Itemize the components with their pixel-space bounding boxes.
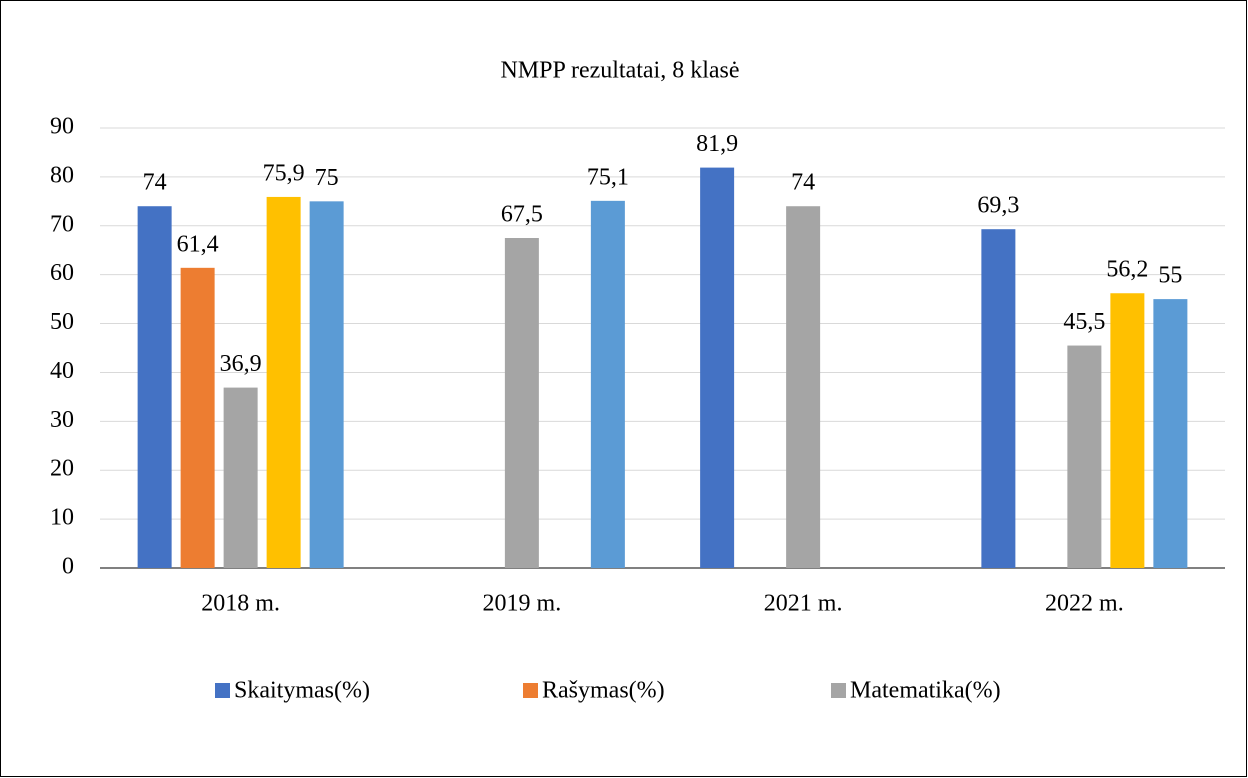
- y-tick-label: 90: [50, 114, 74, 140]
- bar: [786, 206, 821, 568]
- bar: [137, 206, 172, 568]
- bar: [590, 200, 625, 568]
- value-label: 36,9: [220, 351, 262, 377]
- chart-title: NMPP rezultatai, 8 klasė: [500, 58, 739, 84]
- legend-label: Rašymas(%): [542, 678, 665, 704]
- y-tick-label: 30: [50, 407, 74, 433]
- x-tick-label: 2022 m.: [1045, 591, 1124, 617]
- y-tick-label: 50: [50, 309, 74, 335]
- legend-swatch: [831, 683, 846, 698]
- y-tick-label: 80: [50, 162, 74, 188]
- value-label: 81,9: [696, 131, 738, 157]
- value-label: 74: [143, 170, 167, 196]
- x-tick-label: 2018 m.: [201, 591, 280, 617]
- y-tick-label: 60: [50, 260, 74, 286]
- y-tick-label: 70: [50, 211, 74, 237]
- bar: [1067, 345, 1102, 568]
- bar: [1153, 299, 1188, 568]
- legend-label: Matematika(%): [850, 678, 1001, 704]
- value-label: 75,9: [263, 160, 305, 186]
- value-label: 75: [315, 165, 339, 191]
- value-label: 74: [791, 170, 815, 196]
- bar: [981, 229, 1016, 568]
- legend-label: Skaitymas(%): [234, 678, 370, 704]
- bar: [266, 196, 301, 568]
- value-label: 67,5: [501, 202, 543, 228]
- bar: [1110, 293, 1145, 568]
- value-label: 56,2: [1106, 257, 1148, 283]
- value-label: 69,3: [977, 193, 1019, 219]
- bar: [223, 387, 258, 568]
- y-tick-label: 0: [62, 554, 74, 580]
- y-tick-label: 20: [50, 456, 74, 482]
- y-tick-label: 10: [50, 505, 74, 531]
- x-tick-label: 2021 m.: [764, 591, 843, 617]
- bar: [309, 201, 344, 569]
- legend-swatch: [215, 683, 230, 698]
- bar: [180, 267, 215, 568]
- y-tick-label: 40: [50, 358, 74, 384]
- value-label: 61,4: [177, 231, 219, 257]
- legend-swatch: [523, 683, 538, 698]
- bar: [700, 167, 735, 568]
- value-label: 45,5: [1063, 309, 1105, 335]
- value-label: 55: [1158, 263, 1182, 289]
- bar: [504, 238, 539, 568]
- value-label: 75,1: [587, 164, 629, 190]
- x-tick-label: 2019 m.: [483, 591, 562, 617]
